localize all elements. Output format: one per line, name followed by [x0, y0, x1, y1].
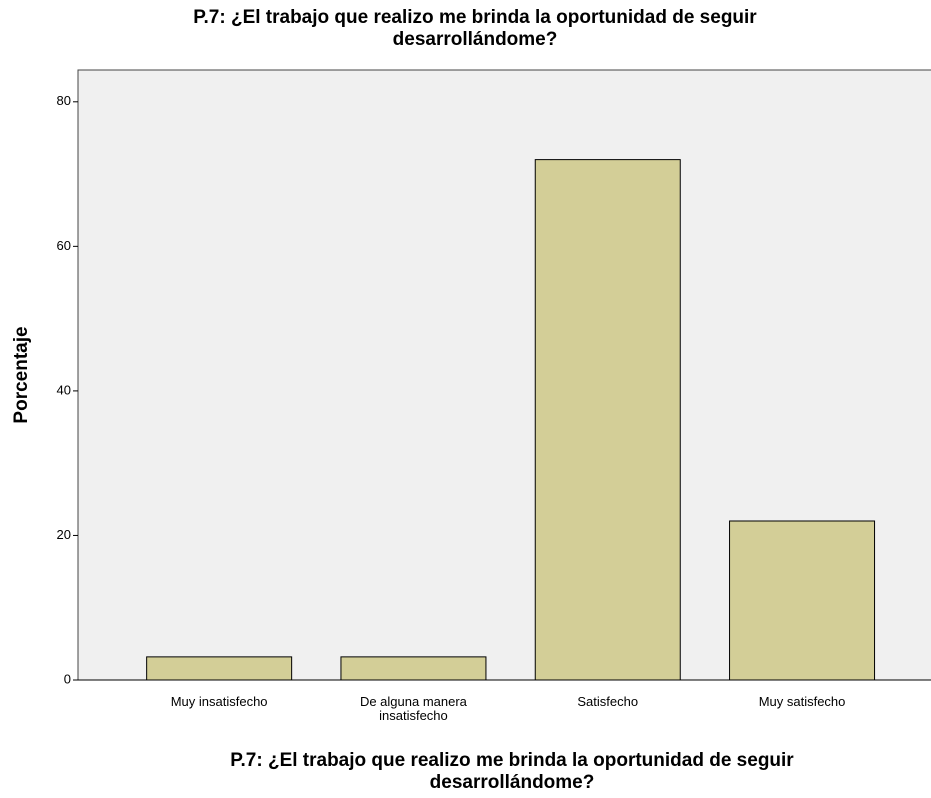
x-tick-label: Muy insatisfecho: [170, 694, 268, 709]
y-tick-label: 60: [57, 238, 71, 253]
x-tick-label: Muy satisfecho: [758, 694, 846, 709]
bar: [146, 656, 293, 681]
y-tick-label: 80: [57, 93, 71, 108]
chart-title: desarrollándome?: [393, 29, 558, 50]
x-axis-label: P.7: ¿El trabajo que realizo me brinda l…: [230, 750, 794, 771]
y-tick-label: 40: [57, 382, 71, 397]
bar: [340, 656, 487, 681]
y-tick-label: 0: [64, 671, 71, 686]
bar: [729, 520, 876, 681]
y-tick-label: 20: [57, 527, 71, 542]
bar: [534, 159, 681, 681]
chart-title: P.7: ¿El trabajo que realizo me brinda l…: [193, 7, 757, 28]
x-tick-label: De alguna manera insatisfecho: [359, 694, 467, 723]
x-axis-label: desarrollándome?: [430, 772, 595, 793]
x-tick-label: Satisfecho: [577, 694, 639, 709]
y-axis-label: Porcentaje: [11, 326, 32, 423]
